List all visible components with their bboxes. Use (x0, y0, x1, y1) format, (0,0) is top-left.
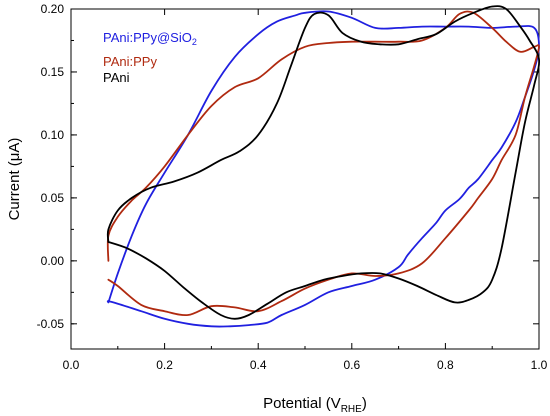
x-axis-label: Potential (VRHE) (263, 395, 367, 415)
legend-label-red: PAni:PPy (103, 54, 157, 69)
y-tick-label: 0.20 (41, 2, 65, 16)
x-axis-label-close: ) (362, 395, 367, 412)
series-line-pani-ppy (106, 10, 540, 317)
y-tick-label: 0.10 (41, 128, 65, 142)
x-tick-label: 0.6 (343, 358, 360, 372)
series-layer (106, 5, 541, 328)
x-tick-label: 0.8 (437, 358, 454, 372)
x-axis-label-main: Potential (V (263, 395, 341, 412)
y-axis-label: Current (μA) (6, 138, 23, 221)
x-tick-label: 0.2 (156, 358, 173, 372)
legend-label-blue-main: PAni:PPy@SiO (103, 30, 192, 45)
x-tick-label: 1.0 (531, 358, 548, 372)
series-line-pani (106, 5, 541, 320)
x-axis-ticks: 0.0 0.2 0.4 0.6 0.8 1.0 (63, 9, 548, 372)
legend: PAni:PPy@SiO2 PAni:PPy PAni (103, 30, 197, 85)
y-tick-label: 0.05 (41, 191, 65, 205)
y-tick-label: -0.05 (37, 317, 65, 331)
x-tick-label: 0.0 (63, 358, 80, 372)
y-axis-ticks: -0.05 0.00 0.05 0.10 0.15 0.20 (37, 2, 539, 331)
series-line-pani-ppy-sio2 (106, 10, 540, 328)
legend-label-blue: PAni:PPy@SiO2 (103, 30, 197, 47)
legend-label-black: PAni (103, 70, 130, 85)
x-tick-label: 0.4 (250, 358, 267, 372)
y-tick-label: 0.00 (41, 254, 65, 268)
legend-label-blue-subscript: 2 (192, 37, 197, 47)
x-axis-label-subscript: RHE (341, 404, 362, 415)
y-tick-label: 0.15 (41, 65, 65, 79)
